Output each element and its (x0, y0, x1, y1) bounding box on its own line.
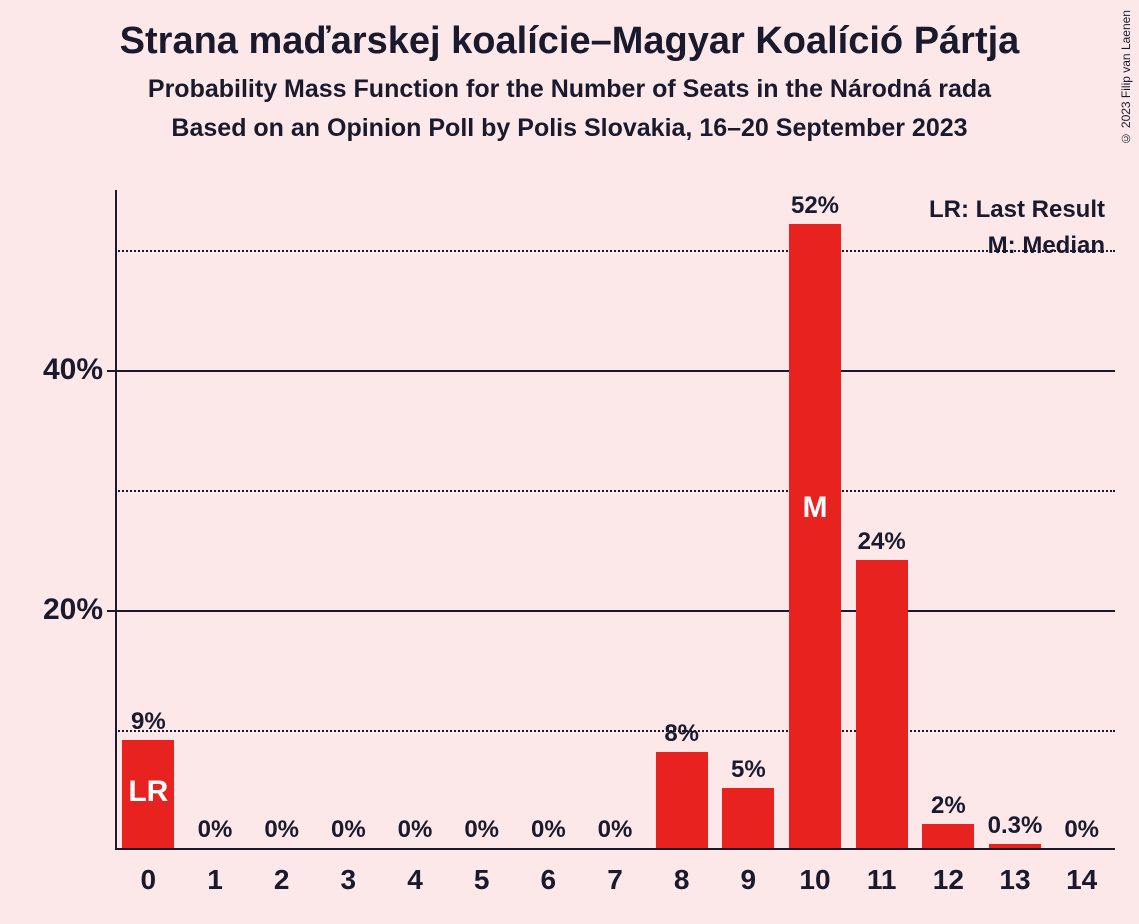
bar-value-label: 0% (531, 816, 566, 844)
x-tick-label: 2 (274, 864, 290, 896)
plot-area: 9%00%10%20%30%40%50%60%78%85%952%1024%11… (115, 190, 1115, 850)
y-tick-label: 20% (43, 593, 103, 627)
legend-lr: LR: Last Result (929, 196, 1105, 224)
bar (722, 788, 774, 848)
bar-value-label: 0% (264, 816, 299, 844)
bar-value-label: 5% (731, 756, 766, 784)
x-tick-label: 4 (407, 864, 423, 896)
gridline-minor (115, 250, 1115, 252)
x-tick-label: 6 (541, 864, 557, 896)
bar-annotation: M (803, 491, 828, 525)
bar (656, 752, 708, 848)
x-tick-label: 3 (341, 864, 357, 896)
bar-value-label: 0% (464, 816, 499, 844)
bar-value-label: 0% (398, 816, 433, 844)
gridline-major (115, 370, 1115, 372)
gridline-major (115, 610, 1115, 612)
bar (989, 844, 1041, 848)
bar-value-label: 9% (131, 708, 166, 736)
bar-value-label: 52% (791, 192, 839, 220)
bar-annotation: LR (128, 775, 168, 809)
chart-subtitle-1: Probability Mass Function for the Number… (0, 75, 1139, 104)
y-tick-label: 40% (43, 353, 103, 387)
bar (922, 824, 974, 848)
bar-value-label: 0% (331, 816, 366, 844)
bar (789, 224, 841, 848)
bar-value-label: 0% (198, 816, 233, 844)
y-tick-mark (107, 610, 115, 612)
x-tick-label: 10 (799, 864, 830, 896)
x-tick-label: 9 (741, 864, 757, 896)
x-axis (115, 848, 1115, 850)
chart-subtitle-2: Based on an Opinion Poll by Polis Slovak… (0, 114, 1139, 143)
bar (856, 560, 908, 848)
x-tick-label: 0 (141, 864, 157, 896)
x-tick-label: 8 (674, 864, 690, 896)
legend-median: M: Median (988, 232, 1105, 260)
chart-container: Strana maďarskej koalície–Magyar Koalíci… (0, 0, 1139, 924)
bar-value-label: 0% (1064, 816, 1099, 844)
gridline-minor (115, 490, 1115, 492)
bar-value-label: 24% (858, 528, 906, 556)
bar-value-label: 2% (931, 792, 966, 820)
gridline-minor (115, 730, 1115, 732)
x-tick-label: 12 (933, 864, 964, 896)
x-tick-label: 7 (607, 864, 623, 896)
x-tick-label: 14 (1066, 864, 1097, 896)
bar-value-label: 8% (664, 720, 699, 748)
bar-value-label: 0% (598, 816, 633, 844)
y-tick-mark (107, 370, 115, 372)
x-tick-label: 13 (999, 864, 1030, 896)
chart-title: Strana maďarskej koalície–Magyar Koalíci… (0, 0, 1139, 63)
x-tick-label: 1 (207, 864, 223, 896)
x-tick-label: 11 (867, 864, 897, 896)
x-tick-label: 5 (474, 864, 490, 896)
copyright-text: © 2023 Filip van Laenen (1119, 10, 1133, 145)
bar-value-label: 0.3% (988, 812, 1043, 840)
y-axis (115, 190, 117, 850)
